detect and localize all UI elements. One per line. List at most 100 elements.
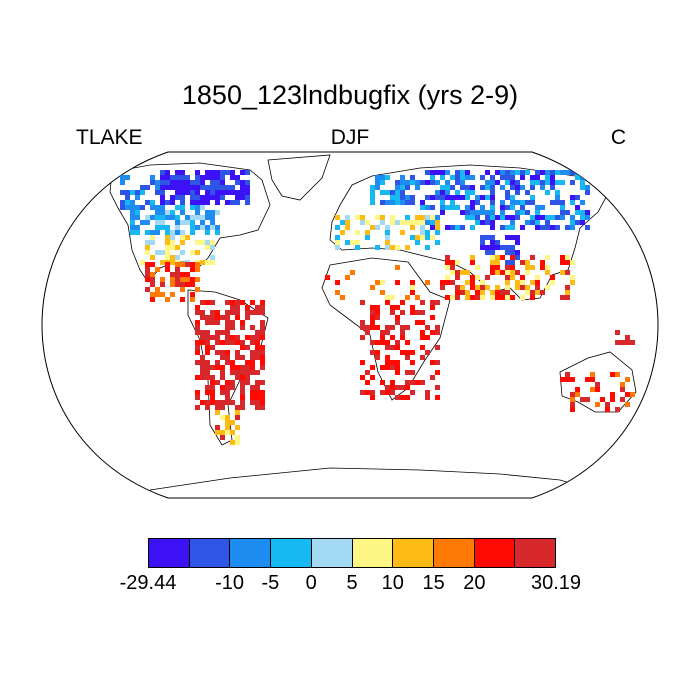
temperature-cell — [235, 405, 240, 410]
temperature-cell — [485, 210, 490, 215]
temperature-cell — [375, 180, 380, 185]
temperature-cell — [440, 175, 445, 180]
temperature-cell — [185, 180, 190, 185]
temperature-cell — [215, 365, 220, 370]
temperature-cell — [395, 180, 400, 185]
temperature-cell — [155, 210, 160, 215]
temperature-cell — [200, 365, 205, 370]
temperature-cell — [140, 190, 145, 195]
temperature-cell — [190, 200, 195, 205]
temperature-cell — [570, 280, 575, 285]
temperature-cell — [170, 260, 175, 265]
temperature-cell — [545, 225, 550, 230]
temperature-cell — [240, 340, 245, 345]
temperature-cell — [535, 170, 540, 175]
colorbar-tick-label: 15 — [422, 572, 445, 594]
temperature-cell — [615, 330, 620, 335]
temperature-cell — [195, 250, 200, 255]
antarctica-outline — [149, 467, 601, 493]
temperature-cell — [370, 285, 375, 290]
temperature-cell — [195, 205, 200, 210]
temperature-cell — [250, 395, 255, 400]
temperature-cell — [525, 200, 530, 205]
temperature-cell — [490, 220, 495, 225]
temperature-cell — [245, 185, 250, 190]
temperature-cell — [130, 220, 135, 225]
temperature-cell — [530, 280, 535, 285]
temperature-cell — [245, 380, 250, 385]
temperature-cell — [420, 320, 425, 325]
temperature-cell — [225, 420, 230, 425]
temperature-cell — [185, 185, 190, 190]
temperature-cell — [465, 195, 470, 200]
temperature-cell — [145, 220, 150, 225]
temperature-cell — [175, 170, 180, 175]
temperature-cell — [180, 230, 185, 235]
temperature-cell — [135, 225, 140, 230]
temperature-cell — [235, 200, 240, 205]
temperature-cell — [590, 387, 595, 392]
temperature-cell — [165, 240, 170, 245]
temperature-cell — [225, 380, 230, 385]
temperature-cell — [510, 215, 515, 220]
temperature-cell — [220, 365, 225, 370]
temperature-cell — [200, 180, 205, 185]
temperature-cell — [440, 200, 445, 205]
temperature-cell — [485, 185, 490, 190]
temperature-cell — [460, 195, 465, 200]
temperature-cell — [210, 220, 215, 225]
temperature-cell — [225, 315, 230, 320]
temperature-cell — [220, 180, 225, 185]
temperature-cell — [230, 335, 235, 340]
temperature-cell — [570, 377, 575, 382]
temperature-cell — [195, 340, 200, 345]
temperature-cell — [185, 190, 190, 195]
temperature-cell — [225, 350, 230, 355]
temperature-cell — [340, 295, 345, 300]
temperature-cell — [430, 170, 435, 175]
temperature-cell — [220, 415, 225, 420]
temperature-cell — [215, 430, 220, 435]
temperature-cells — [120, 170, 635, 445]
temperature-cell — [225, 390, 230, 395]
temperature-cell — [155, 215, 160, 220]
temperature-cell — [525, 290, 530, 295]
temperature-cell — [455, 195, 460, 200]
temperature-cell — [390, 390, 395, 395]
temperature-cell — [195, 185, 200, 190]
temperature-cell — [130, 190, 135, 195]
temperature-cell — [515, 235, 520, 240]
temperature-cell — [215, 310, 220, 315]
temperature-cell — [515, 200, 520, 205]
temperature-cell — [345, 240, 350, 245]
temperature-cell — [260, 310, 265, 315]
temperature-cell — [145, 250, 150, 255]
greenland-outline — [267, 154, 331, 201]
temperature-cell — [560, 180, 565, 185]
temperature-cell — [195, 277, 200, 282]
temperature-cell — [520, 205, 525, 210]
temperature-cell — [390, 310, 395, 315]
temperature-cell — [370, 320, 375, 325]
temperature-cell — [145, 272, 150, 277]
temperature-cell — [515, 185, 520, 190]
temperature-cell — [200, 355, 205, 360]
temperature-cell — [385, 355, 390, 360]
temperature-cell — [170, 235, 175, 240]
temperature-cell — [430, 305, 435, 310]
temperature-cell — [205, 210, 210, 215]
temperature-cell — [195, 360, 200, 365]
temperature-cell — [190, 205, 195, 210]
temperature-cell — [160, 277, 165, 282]
temperature-cell — [150, 235, 155, 240]
temperature-cell — [155, 180, 160, 185]
temperature-cell — [540, 170, 545, 175]
temperature-cell — [340, 230, 345, 235]
temperature-cell — [360, 390, 365, 395]
colorbar-tick-label: 30.19 — [530, 572, 582, 594]
temperature-cell — [410, 200, 415, 205]
temperature-cell — [210, 225, 215, 230]
temperature-cell — [220, 435, 225, 440]
temperature-cell — [200, 370, 205, 375]
temperature-cell — [165, 215, 170, 220]
